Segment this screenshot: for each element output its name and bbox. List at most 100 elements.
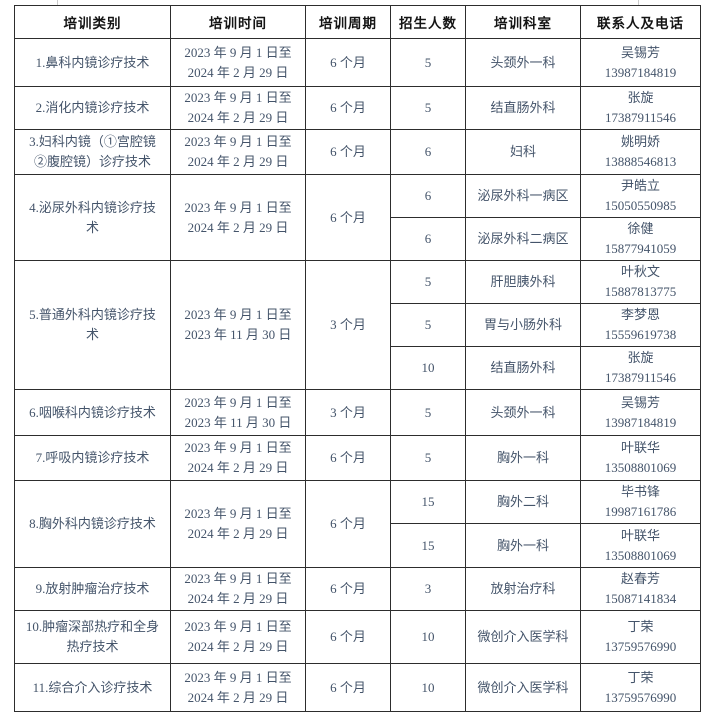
contact-phone: 13508801069 bbox=[604, 460, 677, 475]
category-cell: 5.普通外科内镜诊疗技术 bbox=[14, 260, 171, 390]
period-cell: 6 个月 bbox=[305, 129, 391, 175]
dept-cell: 胃与小肠外科 bbox=[465, 303, 581, 347]
contact-name: 丁荣 bbox=[627, 669, 654, 685]
table-row: 8.胸外科内镜诊疗技术 2023 年 9 月 1 日至 2024 年 2 月 29… bbox=[14, 480, 701, 568]
contact-cell: 张旋 17387911546 bbox=[580, 346, 701, 390]
dept-cell: 胸外二科 bbox=[465, 480, 581, 524]
category-cell: 8.胸外科内镜诊疗技术 bbox=[14, 480, 171, 568]
category-cell: 9.放射肿瘤治疗技术 bbox=[14, 567, 171, 611]
table-row: 1.鼻科内镜诊疗技术 2023 年 9 月 1 日至 2024 年 2 月 29 … bbox=[14, 38, 701, 87]
count-cell: 5 bbox=[390, 435, 466, 481]
dept-cell: 妇科 bbox=[465, 129, 581, 175]
contact-cell: 叶秋文 15887813775 bbox=[580, 260, 701, 304]
time-cell: 2023 年 9 月 1 日至 2024 年 2 月 29 日 bbox=[170, 129, 306, 175]
dept-cell: 胸外一科 bbox=[465, 523, 581, 568]
contact-phone: 13987184819 bbox=[604, 64, 677, 80]
contact-cell: 吴锡芳 13987184819 bbox=[580, 38, 701, 87]
count-cell: 6 bbox=[390, 174, 466, 218]
contact-phone: 15087141834 bbox=[604, 591, 677, 606]
contact-phone: 13508801069 bbox=[604, 547, 677, 563]
contact-phone: 15559619738 bbox=[604, 327, 677, 342]
time-cell: 2023 年 9 月 1 日至 2023 年 11 月 30 日 bbox=[170, 389, 306, 436]
table-row: 5.普通外科内镜诊疗技术 2023 年 9 月 1 日至 2023 年 11 月 … bbox=[14, 260, 701, 390]
count-cell: 10 bbox=[390, 610, 466, 664]
contact-name: 张旋 bbox=[627, 90, 654, 105]
count-cell: 5 bbox=[390, 38, 466, 87]
contact-phone: 15050550985 bbox=[604, 198, 677, 213]
column-header: 培训周期 bbox=[305, 5, 391, 39]
contact-name: 叶联华 bbox=[620, 440, 660, 455]
period-cell: 6 个月 bbox=[305, 567, 391, 611]
period-cell: 6 个月 bbox=[305, 435, 391, 481]
contact-phone: 17387911546 bbox=[604, 370, 677, 385]
contact-phone: 13759576990 bbox=[604, 639, 677, 654]
period-cell: 6 个月 bbox=[305, 480, 391, 568]
count-cell: 5 bbox=[390, 389, 466, 436]
contact-name: 张旋 bbox=[627, 350, 654, 365]
count-cell: 15 bbox=[390, 523, 466, 568]
contact-cell: 李梦恩 15559619738 bbox=[580, 303, 701, 347]
contact-cell: 丁荣 13759576990 bbox=[580, 610, 701, 664]
contact-phone: 13888546813 bbox=[604, 154, 677, 169]
page-artifact-tick bbox=[638, 0, 639, 5]
count-cell: 5 bbox=[390, 86, 466, 130]
dept-cell: 胸外一科 bbox=[465, 435, 581, 481]
time-cell: 2023 年 9 月 1 日至 2024 年 2 月 29 日 bbox=[170, 663, 306, 712]
dept-cell: 泌尿外科二病区 bbox=[465, 217, 581, 261]
count-cell: 15 bbox=[390, 480, 466, 524]
header-row: 培训类别 培训时间 培训周期 招生人数 培训科室 联系人及电话 bbox=[14, 5, 701, 39]
category-cell: 1.鼻科内镜诊疗技术 bbox=[14, 38, 171, 87]
table-row: 7.呼吸内镜诊疗技术 2023 年 9 月 1 日至 2024 年 2 月 29 … bbox=[14, 435, 701, 481]
contact-name: 徐健 bbox=[627, 221, 654, 236]
table-row: 10 结直肠外科 张旋 17387911546 bbox=[15, 346, 701, 390]
table-body: 1.鼻科内镜诊疗技术 2023 年 9 月 1 日至 2024 年 2 月 29 … bbox=[14, 38, 701, 712]
contact-name: 吴锡芳 bbox=[620, 44, 660, 60]
category-cell: 4.泌尿外科内镜诊疗技术 bbox=[14, 174, 171, 261]
count-cell: 3 bbox=[390, 567, 466, 611]
contact-name: 叶秋文 bbox=[620, 264, 660, 279]
contact-cell: 叶联华 13508801069 bbox=[580, 435, 701, 481]
contact-cell: 叶联华 13508801069 bbox=[580, 523, 701, 568]
contact-phone: 19987161786 bbox=[604, 504, 677, 519]
dept-cell: 结直肠外科 bbox=[465, 346, 581, 390]
contact-name: 赵春芳 bbox=[620, 571, 660, 586]
contact-phone: 13987184819 bbox=[604, 414, 677, 430]
count-cell: 5 bbox=[390, 303, 466, 347]
dept-cell: 头颈外一科 bbox=[465, 389, 581, 436]
period-cell: 3 个月 bbox=[305, 389, 391, 436]
contact-cell: 丁荣 13759576990 bbox=[580, 663, 701, 712]
training-table: 培训类别 培训时间 培训周期 招生人数 培训科室 联系人及电话 1.鼻科内镜诊疗技术 202… bbox=[14, 5, 701, 712]
time-cell: 2023 年 9 月 1 日至 2024 年 2 月 29 日 bbox=[170, 86, 306, 130]
period-cell: 6 个月 bbox=[305, 86, 391, 130]
count-cell: 10 bbox=[390, 346, 466, 390]
category-cell: 10.肿瘤深部热疗和全身热疗技术 bbox=[14, 610, 171, 664]
dept-cell: 肝胆胰外科 bbox=[465, 260, 581, 304]
category-cell: 3.妇科内镜（①宫腔镜②腹腔镜）诊疗技术 bbox=[14, 129, 171, 175]
contact-name: 吴锡芳 bbox=[620, 394, 660, 410]
table-row: 15 胸外一科 叶联华 13508801069 bbox=[15, 523, 701, 568]
contact-cell: 姚明娇 13888546813 bbox=[580, 129, 701, 175]
contact-name: 丁荣 bbox=[627, 619, 654, 634]
time-cell: 2023 年 9 月 1 日至 2024 年 2 月 29 日 bbox=[170, 610, 306, 664]
period-cell: 6 个月 bbox=[305, 38, 391, 87]
dept-cell: 结直肠外科 bbox=[465, 86, 581, 130]
dept-cell: 放射治疗科 bbox=[465, 567, 581, 611]
dept-cell: 泌尿外科一病区 bbox=[465, 174, 581, 218]
period-cell: 6 个月 bbox=[305, 663, 391, 712]
period-cell: 6 个月 bbox=[305, 610, 391, 664]
table-row: 4.泌尿外科内镜诊疗技术 2023 年 9 月 1 日至 2024 年 2 月 2… bbox=[14, 174, 701, 261]
contact-name: 叶联华 bbox=[620, 527, 660, 543]
contact-cell: 赵春芳 15087141834 bbox=[580, 567, 701, 611]
contact-cell: 张旋 17387911546 bbox=[580, 86, 701, 130]
table-row: 11.综合介入诊疗技术 2023 年 9 月 1 日至 2024 年 2 月 29… bbox=[14, 663, 701, 712]
contact-phone: 17387911546 bbox=[604, 110, 677, 125]
contact-name: 尹皓立 bbox=[620, 178, 660, 193]
dept-cell: 微创介入医学科 bbox=[465, 663, 581, 712]
column-header: 培训科室 bbox=[465, 5, 581, 39]
category-cell: 11.综合介入诊疗技术 bbox=[14, 663, 171, 712]
count-cell: 10 bbox=[390, 663, 466, 712]
count-cell: 6 bbox=[390, 217, 466, 261]
count-cell: 5 bbox=[390, 260, 466, 304]
period-cell: 6 个月 bbox=[305, 174, 391, 261]
